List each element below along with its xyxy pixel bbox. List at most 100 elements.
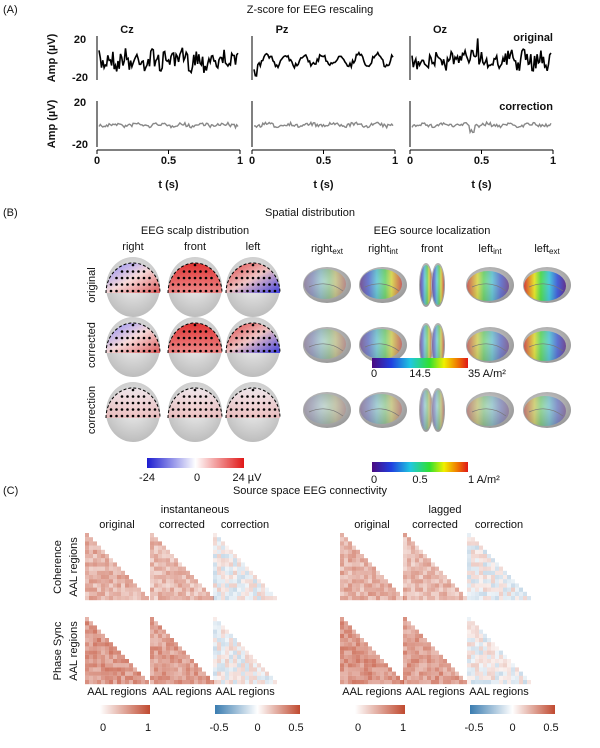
matrix-cell: [411, 596, 415, 601]
matrix-cell: [467, 537, 471, 542]
matrix-cell: [487, 650, 491, 655]
electrode: [126, 395, 129, 398]
matrix-cell: [471, 642, 475, 647]
matrix-cell: [407, 587, 411, 592]
matrix-cell: [233, 587, 237, 592]
matrix-cell: [340, 562, 344, 567]
matrix-cell: [233, 671, 237, 676]
matrix-cell: [483, 659, 487, 664]
matrix-cell: [217, 663, 221, 668]
colorbar-label: 0: [371, 474, 377, 486]
matrix-cell: [150, 591, 154, 596]
matrix-cell: [105, 642, 109, 647]
electrode: [193, 330, 197, 333]
matrix-cell: [427, 675, 431, 680]
electrode: [246, 330, 249, 333]
matrix-cell: [487, 675, 491, 680]
matrix-cell: [364, 650, 368, 655]
view-label: leftint: [478, 243, 502, 256]
matrix-cell: [154, 659, 158, 664]
scalp-outline: [105, 262, 161, 294]
matrix-cell: [117, 583, 121, 588]
sulcus: [308, 283, 344, 292]
electrode: [240, 336, 244, 340]
matrix-cell: [241, 566, 245, 571]
matrix-cell: [217, 591, 221, 596]
electrode: [188, 283, 191, 286]
electrode: [204, 330, 208, 333]
view-label-sub: int: [493, 247, 502, 256]
matrix-cell: [150, 654, 154, 659]
electrode: [215, 289, 219, 293]
electrode: [193, 401, 197, 405]
matrix-cell: [499, 579, 503, 584]
matrix-cell: [471, 625, 475, 630]
section-title: EEG scalp distribution: [141, 225, 249, 237]
electrode: [199, 414, 202, 418]
electrode: [137, 408, 140, 411]
matrix-cell: [356, 671, 360, 676]
matrix-cell: [89, 667, 93, 672]
view-label: rightext: [311, 243, 344, 256]
matrix-cell: [233, 646, 237, 651]
matrix-cell: [415, 663, 419, 668]
matrix-cell: [352, 667, 356, 672]
matrix-cell: [213, 533, 217, 538]
matrix-cell: [162, 545, 166, 550]
matrix-cell: [380, 663, 384, 668]
matrix-cell: [178, 650, 182, 655]
matrix-cell: [194, 587, 198, 592]
panel-title: Z-score for EEG rescaling: [247, 4, 374, 16]
matrix-cell: [186, 570, 190, 575]
matrix-cell: [245, 675, 249, 680]
matrix-cell: [360, 650, 364, 655]
matrix-cell: [101, 663, 105, 668]
matrix-cell: [198, 591, 202, 596]
matrix-cell: [499, 583, 503, 588]
row-label: corrected: [86, 322, 98, 368]
colorbar-label: 0: [371, 368, 377, 380]
matrix-cell: [237, 575, 241, 580]
matrix-cell: [158, 545, 162, 550]
matrix-cell: [241, 579, 245, 584]
matrix-cell: [213, 642, 217, 647]
matrix-cell: [97, 667, 101, 672]
matrix-cell: [150, 621, 154, 626]
x-tick-label: 0: [94, 155, 100, 167]
matrix-cell: [427, 566, 431, 571]
matrix-cell: [348, 587, 352, 592]
matrix-cell: [213, 629, 217, 634]
matrix-cell: [380, 579, 384, 584]
matrix-cell: [407, 654, 411, 659]
matrix-cell: [217, 545, 221, 550]
matrix-cell: [427, 680, 431, 685]
matrix-cell: [431, 659, 435, 664]
electrode: [188, 401, 191, 405]
matrix-cell: [495, 596, 499, 601]
matrix-cell: [186, 575, 190, 580]
matrix-cell: [423, 663, 427, 668]
matrix-cell: [217, 638, 221, 643]
matrix-cell: [253, 596, 257, 601]
matrix-cell: [523, 591, 527, 596]
matrix-cell: [455, 587, 459, 592]
y-axis-label: Amp (µV): [46, 33, 58, 82]
matrix-cell: [150, 562, 154, 567]
matrix-cell: [253, 671, 257, 676]
matrix-cell: [241, 570, 245, 575]
matrix-cell: [133, 587, 137, 592]
matrix-cell: [174, 646, 178, 651]
matrix-cell: [467, 621, 471, 626]
matrix-cell: [475, 646, 479, 651]
matrix-cell: [166, 680, 170, 685]
matrix-cell: [121, 663, 125, 668]
colorbar-label: -24: [139, 472, 155, 484]
matrix-cell: [356, 575, 360, 580]
matrix-cell: [360, 575, 364, 580]
matrix-cell: [515, 587, 519, 592]
matrix-cell: [133, 675, 137, 680]
matrix-cell: [154, 629, 158, 634]
matrix-cell: [479, 667, 483, 672]
matrix-cell: [475, 545, 479, 550]
matrix-cell: [396, 675, 400, 680]
